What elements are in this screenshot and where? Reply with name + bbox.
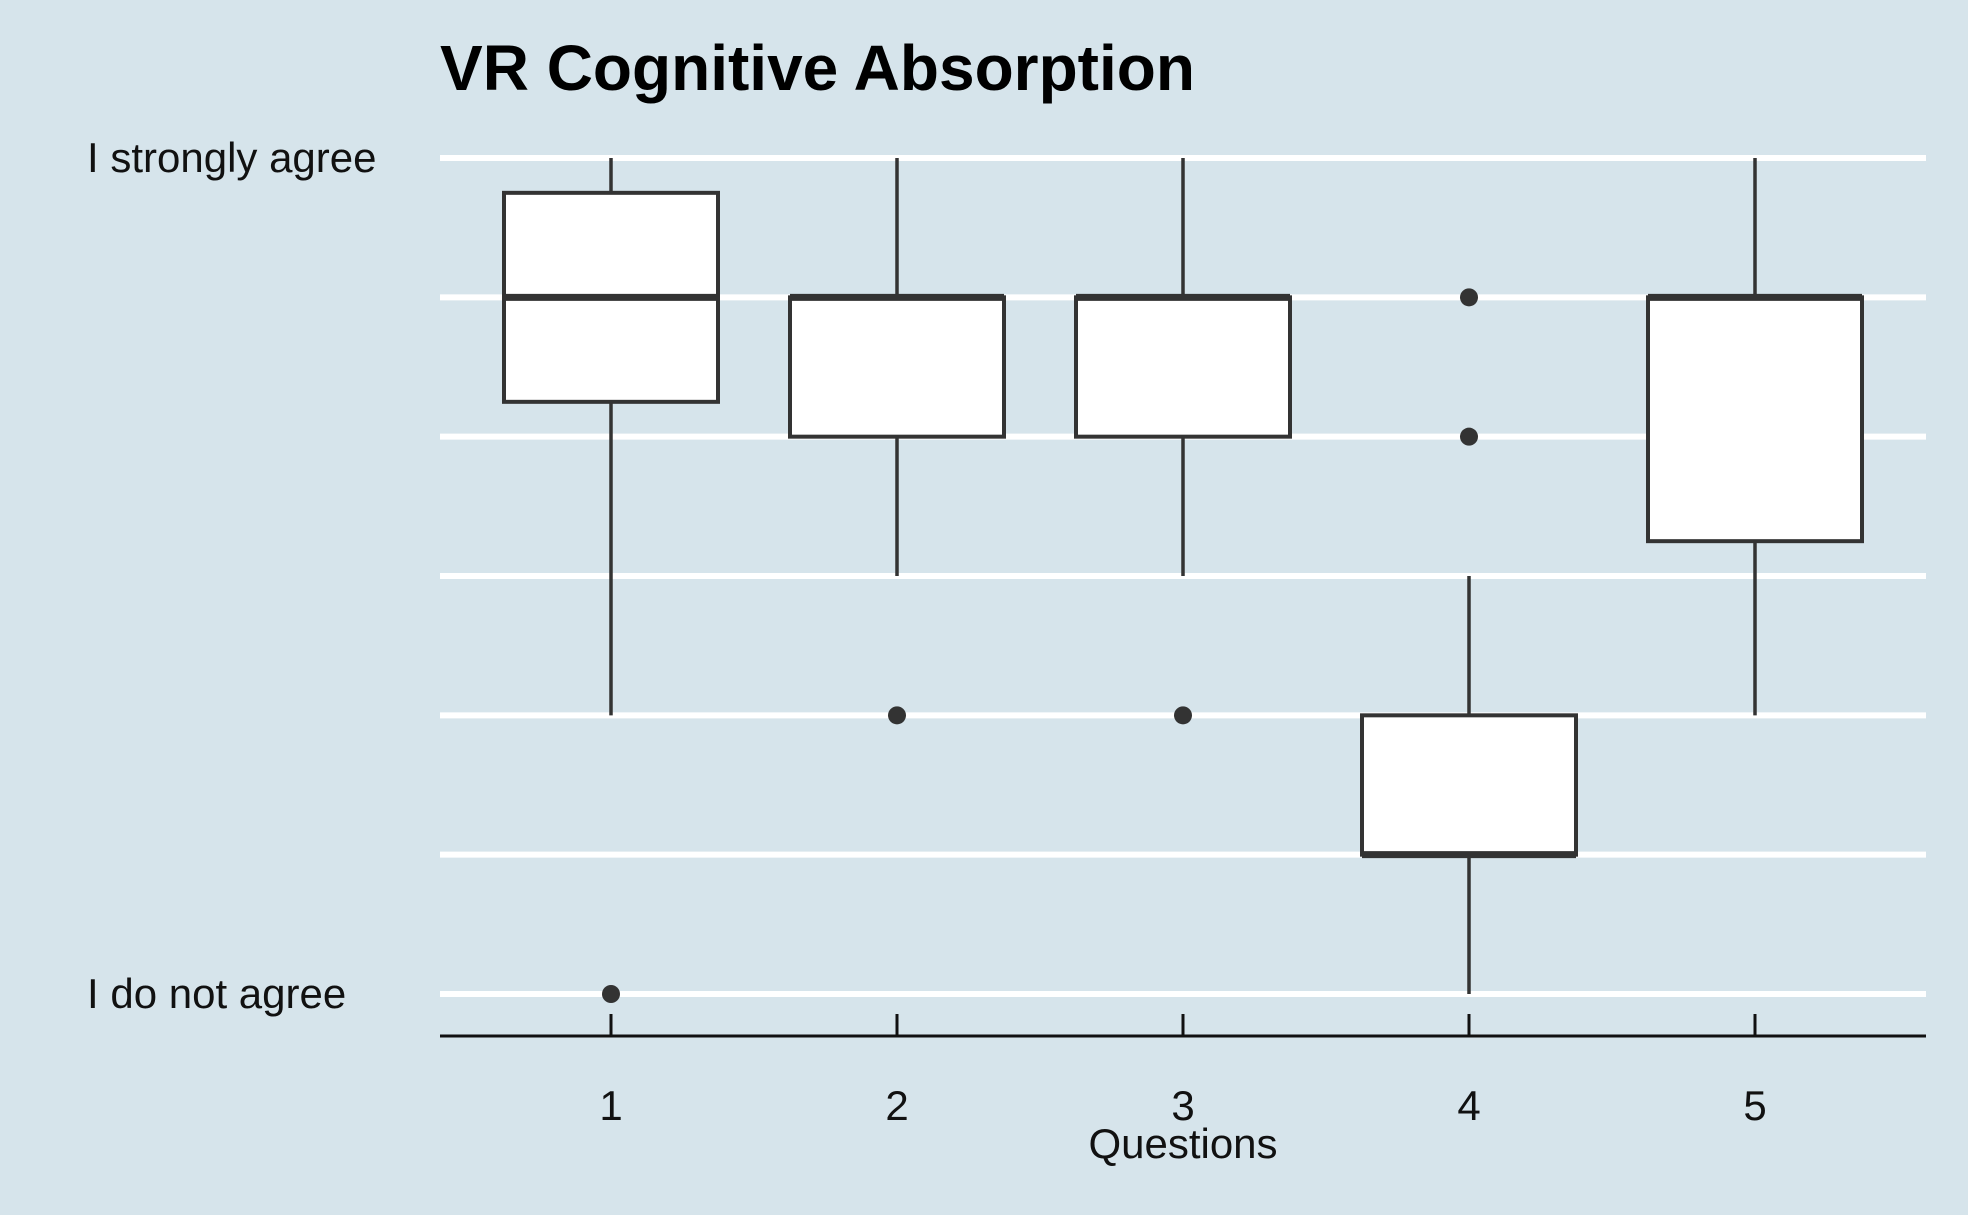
x-axis-label: Questions — [1088, 1120, 1277, 1167]
x-tick-label: 3 — [1171, 1082, 1194, 1129]
y-axis-ticks: I strongly agree I do not agree — [87, 134, 377, 1017]
x-tick-label: 2 — [885, 1082, 908, 1129]
outlier-point — [1460, 288, 1478, 307]
outlier-point — [602, 985, 620, 1003]
x-tick-label: 4 — [1457, 1082, 1480, 1129]
box-question-3 — [1074, 158, 1292, 725]
iqr-box — [1074, 295, 1292, 439]
y-tick-label: I strongly agree — [87, 134, 377, 181]
box-question-5 — [1646, 158, 1864, 716]
box-question-1 — [502, 158, 720, 1003]
iqr-box — [1646, 295, 1864, 544]
x-axis-ticks: 1 2 3 4 5 — [599, 1014, 1767, 1129]
x-tick-label: 1 — [599, 1082, 622, 1129]
box-question-4 — [1360, 288, 1578, 994]
box-question-2 — [788, 158, 1006, 725]
chart-title: VR Cognitive Absorption — [440, 32, 1195, 104]
x-tick-label: 5 — [1743, 1082, 1766, 1129]
iqr-box — [788, 295, 1006, 439]
iqr-box — [1360, 713, 1578, 857]
y-tick-label: I do not agree — [87, 970, 346, 1017]
outlier-point — [1174, 706, 1192, 725]
boxes — [502, 158, 1864, 1003]
outlier-point — [888, 706, 906, 725]
outlier-point — [1460, 427, 1478, 446]
